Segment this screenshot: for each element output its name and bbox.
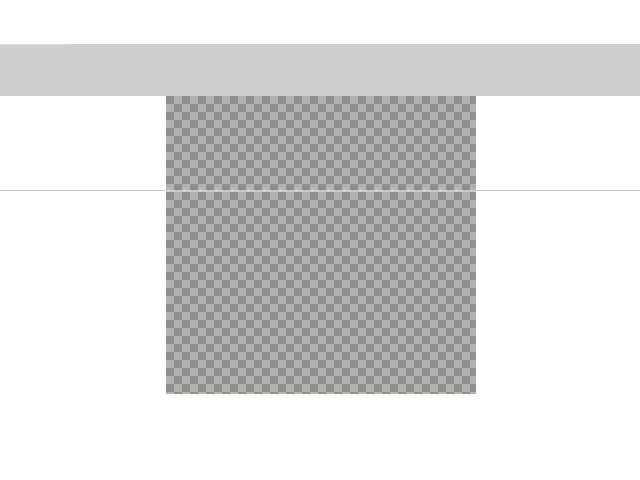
image-canvas[interactable] xyxy=(166,96,476,394)
top-toolbar xyxy=(0,44,640,96)
toolbar-edge-highlight xyxy=(0,44,70,45)
canvas-divider-line xyxy=(166,190,476,192)
